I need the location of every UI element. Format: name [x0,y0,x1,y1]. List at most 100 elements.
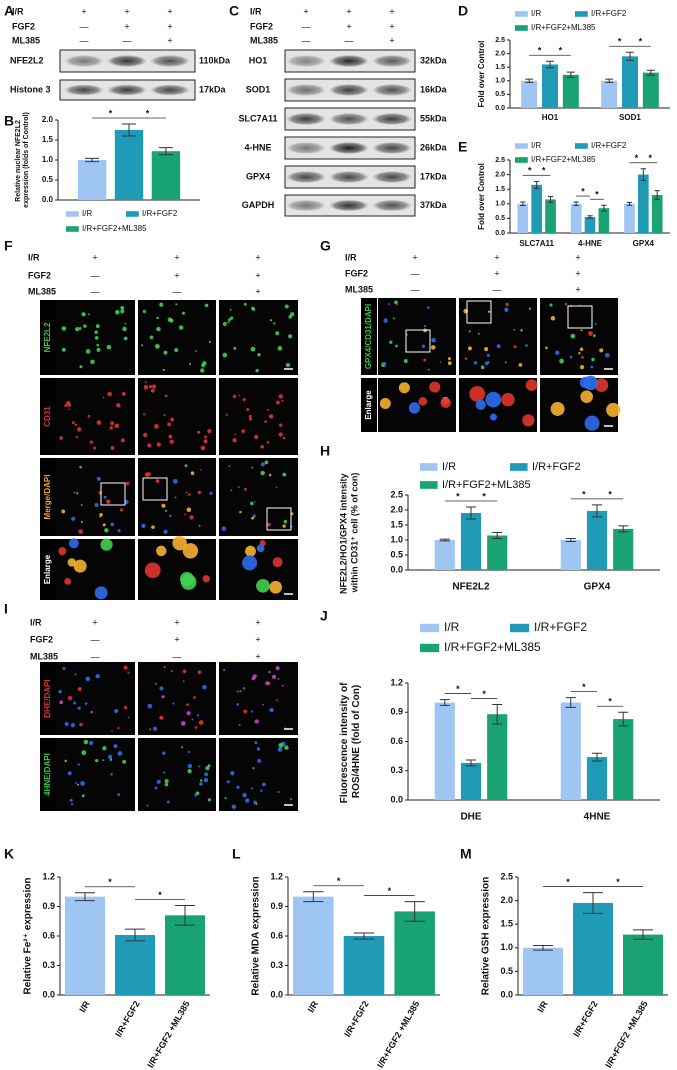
legend-swatch [575,11,588,17]
row-label: NFE2L2 [43,322,52,352]
cell [110,445,115,450]
bar [570,203,582,233]
cell [165,509,168,512]
condition-sign: + [124,6,129,16]
cell [102,523,106,527]
bar [434,702,455,800]
cell [117,793,121,796]
legend-swatch [66,211,79,217]
cell [188,493,191,496]
cell [501,392,515,407]
cell [569,355,573,359]
cell [580,390,593,403]
cell [277,677,280,680]
cell [606,402,621,418]
cell [241,429,246,434]
cell [200,445,206,451]
label-strip [40,662,56,735]
cell [90,359,95,365]
bar [586,510,608,570]
micrograph [138,738,216,811]
cell [167,422,172,427]
blot-band [286,141,326,155]
cell [180,721,186,726]
cell [87,414,91,418]
cell [109,758,113,761]
cell [248,414,252,419]
cell [267,522,271,527]
cell [159,302,164,307]
label-strip [40,738,56,811]
cell [155,479,160,483]
cell [189,362,192,365]
cell [144,562,161,579]
error-bar [591,752,603,762]
significance-label: * [528,166,532,176]
cell [68,408,71,411]
blot-band [286,83,326,97]
cell [169,514,172,518]
cell [71,421,75,425]
cell [148,384,153,389]
cell [278,742,284,748]
micrograph [378,298,456,375]
cell [141,344,144,347]
cell [64,577,72,585]
cell [204,435,208,439]
legend-label: I/R [531,141,541,150]
band-size: 17kDa [420,171,448,181]
error-bar [492,703,503,725]
band-size: 37kDa [420,200,448,210]
bar [613,719,634,800]
cell [172,702,175,705]
bar [460,762,482,800]
condition-sign: + [255,634,260,644]
condition-sign: + [494,268,499,278]
cell [251,787,254,790]
cell [174,496,177,499]
cell [228,465,231,468]
condition-sign: + [255,617,260,627]
cell [80,520,83,523]
cell [580,329,583,332]
cell [207,798,211,802]
cell [146,804,149,807]
cell [194,793,198,797]
condition-sign: — [91,634,100,644]
cell [504,361,507,364]
panel-letter: F [4,238,13,254]
y-tick-label: 2.5 [495,37,505,44]
cell [141,523,146,529]
bar [545,199,556,233]
legend-label: I/R+FGF2+ML385 [442,479,531,491]
cell [408,402,421,414]
legend-label: I/R [442,461,456,473]
condition-sign: + [575,284,580,294]
cell [96,476,101,481]
cell [485,391,502,408]
cell [430,345,436,350]
cell [85,349,91,354]
cell [182,543,199,559]
cell [124,322,127,325]
micrograph [138,458,216,536]
cell [64,404,67,408]
error-bar [492,532,503,539]
legend-label: I/R+FGF2+ML385 [82,224,147,233]
cell [594,322,597,325]
bar [542,64,558,108]
row-label: Enlarge [43,554,52,584]
cell [150,388,155,393]
error-bar [633,929,653,940]
x-tick-label: I/R+FGF2 [113,999,142,1038]
condition-label: I/R [28,252,40,262]
cell [245,545,256,557]
y-tick-label: 0.6 [390,736,403,746]
y-tick-label: 2.0 [500,895,513,905]
micrograph [138,662,216,735]
error-bar [533,944,553,951]
cell [156,316,159,320]
cell [163,771,166,774]
bar [531,184,542,233]
band-size: 26kDa [420,142,448,152]
